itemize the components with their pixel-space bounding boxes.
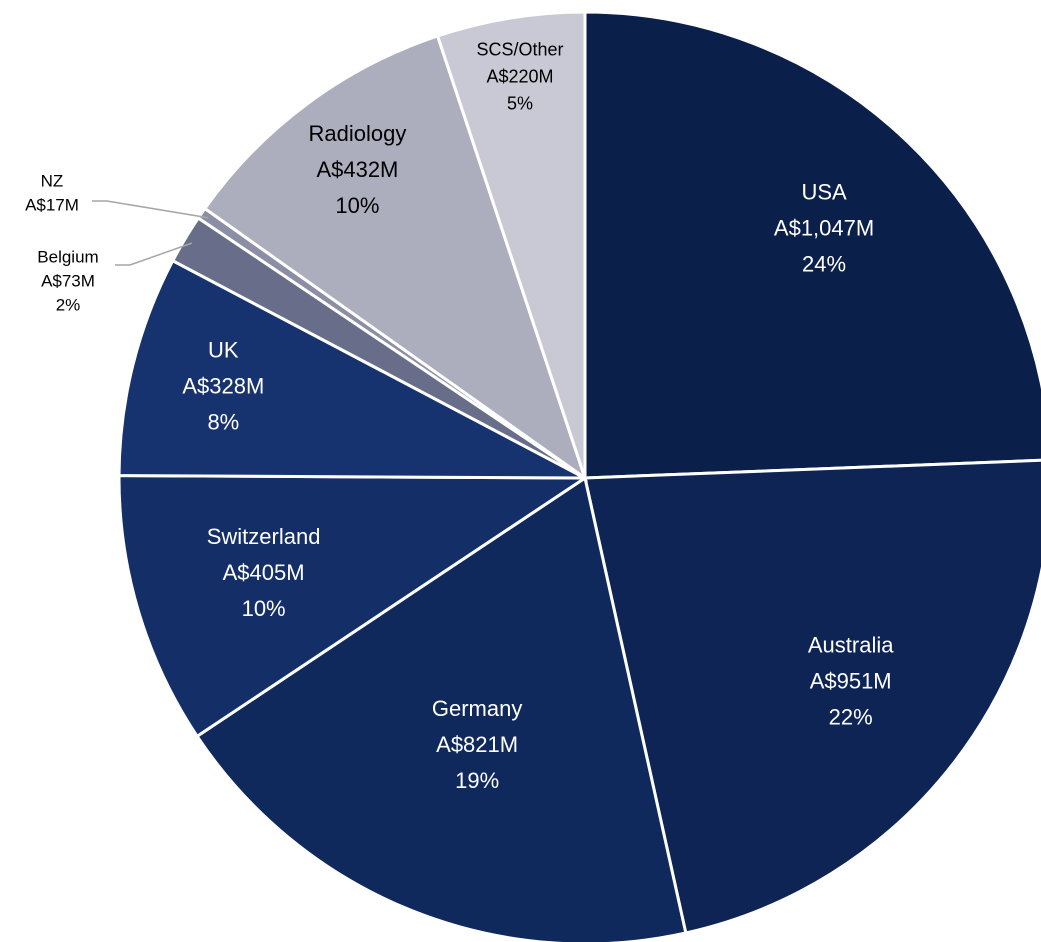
leader-line: [92, 200, 209, 219]
slice-label: 5%: [507, 94, 533, 114]
pie-slice: [195, 475, 688, 942]
slice-label: A$821M: [436, 732, 518, 757]
pie-slice: [435, 10, 587, 479]
slice-label: Belgium: [37, 247, 98, 266]
slice-label: Australia: [808, 633, 894, 658]
pie-slice: [117, 474, 590, 739]
slice-label: 24%: [802, 251, 846, 276]
slice-label: 2%: [56, 295, 81, 314]
slice-label: A$405M: [223, 560, 305, 585]
slice-label: 8%: [207, 409, 239, 434]
slice-label: A$951M: [810, 669, 892, 694]
slice-label: USA: [801, 179, 847, 204]
slice-label: A$220M: [487, 67, 554, 87]
slice-label: Radiology: [308, 121, 406, 146]
slice-label: A$17M: [25, 195, 79, 214]
pie-slice: [583, 10, 1041, 480]
slice-label: 22%: [829, 705, 873, 730]
slice-label: 10%: [335, 193, 379, 218]
leader-line: [115, 242, 193, 266]
slice-label: A$432M: [316, 157, 398, 182]
slice-label: Switzerland: [207, 524, 321, 549]
slice-label: 19%: [455, 768, 499, 793]
slice-label: A$1,047M: [774, 215, 874, 240]
slice-label: Germany: [432, 696, 522, 721]
slice-label: SCS/Other: [477, 40, 564, 60]
pie-slice: [583, 458, 1041, 935]
slice-label: NZ: [41, 171, 64, 190]
slice-label: UK: [208, 337, 239, 362]
slice-label: 10%: [242, 596, 286, 621]
pie-slice: [117, 258, 586, 480]
pie-slice: [202, 34, 588, 482]
slice-label: A$73M: [41, 271, 95, 290]
slice-label: A$328M: [182, 373, 264, 398]
